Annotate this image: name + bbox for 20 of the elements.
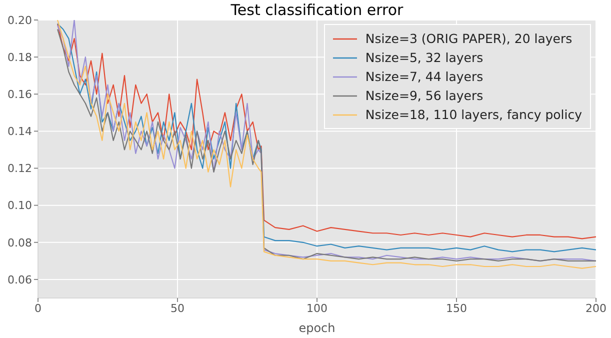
x-tick-label: 150 bbox=[446, 302, 467, 315]
y-tick-label: 0.10 bbox=[8, 199, 32, 212]
x-tick-label: 50 bbox=[170, 302, 184, 315]
legend-label: Nsize=9, 56 layers bbox=[365, 87, 484, 105]
y-tick-label: 0.08 bbox=[8, 236, 32, 250]
y-tick-label: 0.16 bbox=[8, 88, 32, 102]
legend-label: Nsize=3 (ORIG PAPER), 20 layers bbox=[365, 30, 572, 48]
y-tick-label: 0.06 bbox=[8, 273, 32, 286]
x-axis-title: epoch bbox=[298, 321, 336, 335]
chart-title: Test classification error bbox=[230, 1, 404, 19]
legend-label: Nsize=5, 32 layers bbox=[365, 49, 484, 67]
y-tick-label: 0.20 bbox=[8, 14, 32, 27]
legend-label: Nsize=18, 110 layers, fancy policy bbox=[365, 106, 582, 124]
y-tick-label: 0.18 bbox=[8, 50, 32, 64]
x-tick-label: 200 bbox=[586, 302, 606, 315]
x-tick-label: 100 bbox=[306, 302, 328, 315]
x-tick-label: 0 bbox=[34, 302, 42, 315]
y-tick-label: 0.14 bbox=[8, 125, 32, 138]
legend-label: Nsize=7, 44 layers bbox=[365, 68, 484, 86]
y-tick-label: 0.12 bbox=[8, 162, 32, 176]
